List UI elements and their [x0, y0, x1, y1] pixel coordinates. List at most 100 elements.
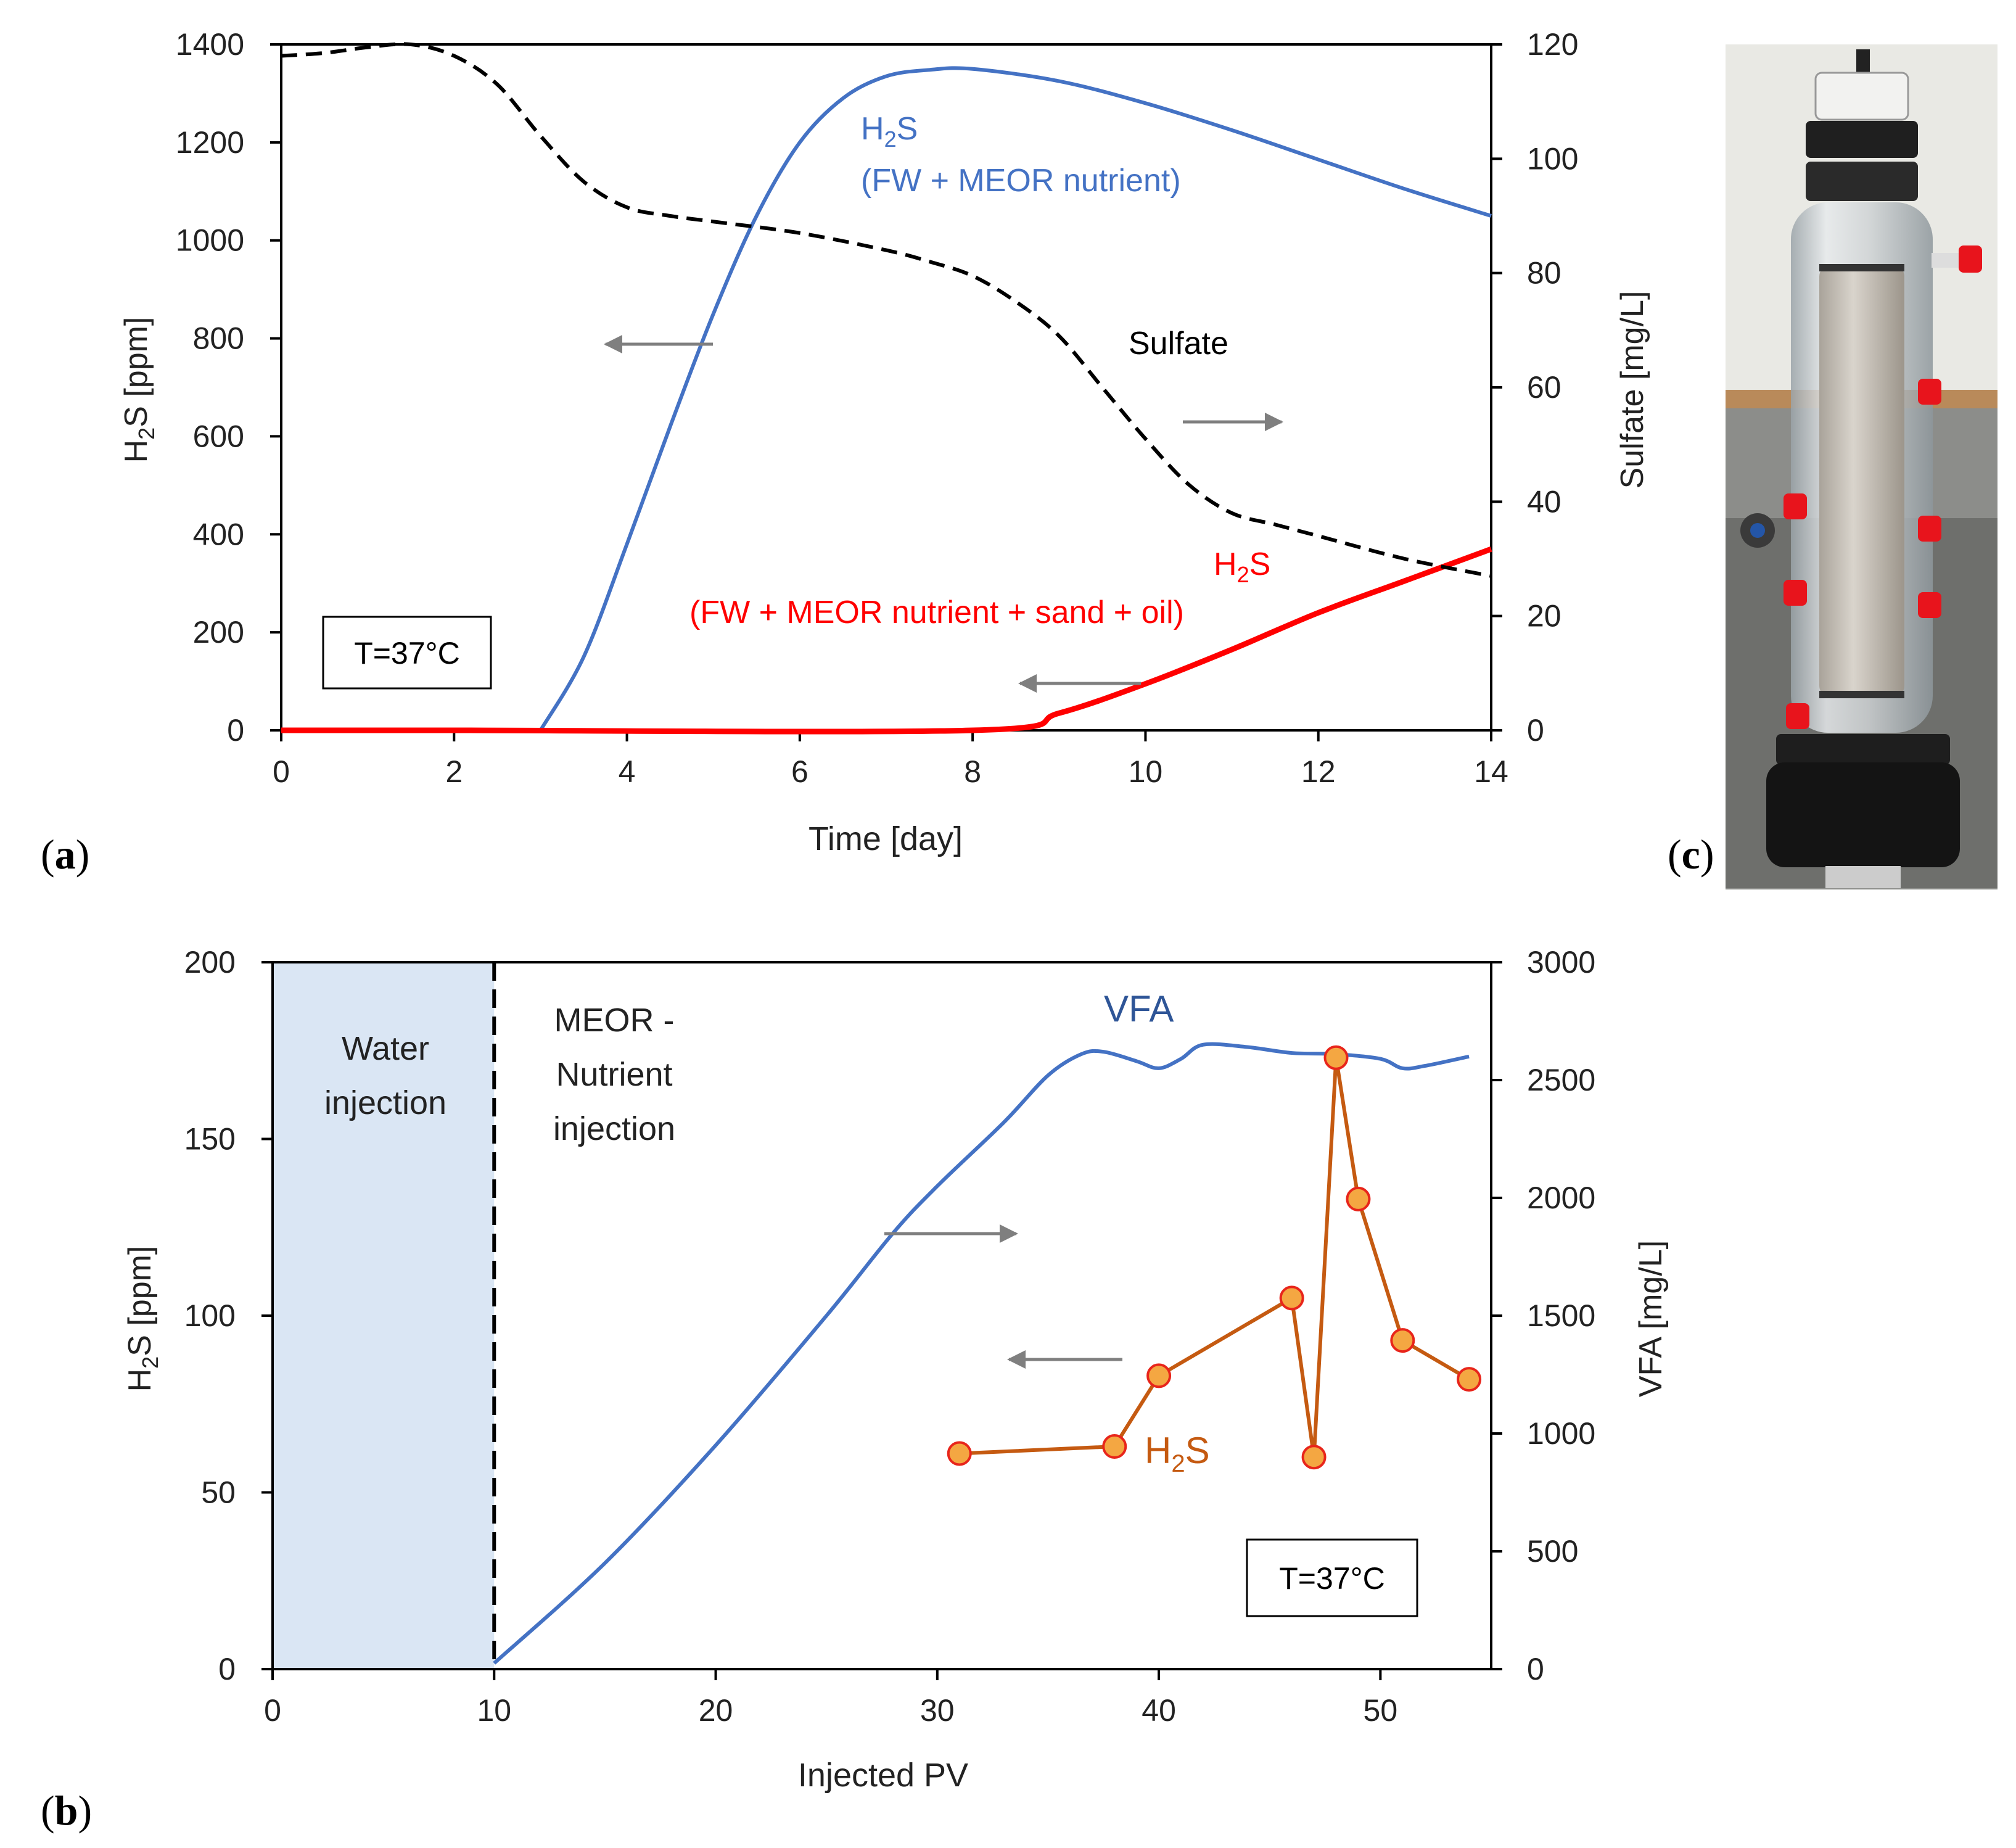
y-right-tick-label: 0 [1527, 713, 1544, 748]
red-port-icon [1784, 580, 1807, 606]
y-right-axis-ticks: 0 500 1000 1500 2000 2500 3000 [1491, 945, 1595, 1686]
y-right-tick-label: 0 [1527, 1652, 1544, 1686]
y-left-tick-label: 100 [184, 1298, 236, 1333]
temperature-label: T=37°C [1279, 1561, 1384, 1596]
x-tick-label: 40 [1142, 1693, 1176, 1728]
data-point [1346, 1186, 1371, 1211]
water-injection-region [274, 963, 495, 1668]
x-tick-label: 6 [791, 754, 808, 789]
red-port-icon [1918, 516, 1941, 542]
temperature-label: T=37°C [354, 636, 459, 670]
series-line-1 [959, 1055, 1470, 1459]
valve-knob-icon [1750, 523, 1765, 538]
x-tick-label: 0 [273, 754, 290, 789]
x-tick-label: 50 [1364, 1693, 1398, 1728]
y-left-tick-label: 400 [193, 517, 244, 551]
red-port-icon [1784, 493, 1807, 519]
vfa-series-label: VFA [1104, 988, 1174, 1029]
y-right-tick-label: 1000 [1527, 1416, 1595, 1451]
y-right-tick-label: 60 [1527, 370, 1561, 405]
top-cap [1814, 72, 1909, 121]
temperature-box [322, 616, 492, 690]
red-port-icon [1786, 703, 1809, 729]
x-tick-label: 8 [964, 754, 981, 789]
data-point [1457, 1367, 1482, 1392]
y-right-axis-ticks: 0 20 40 60 80 100 120 [1491, 27, 1578, 748]
y-left-tick-label: 200 [193, 615, 244, 650]
region-meor-line2: Nutrient [556, 1056, 672, 1093]
x-tick-label: 10 [1129, 754, 1163, 789]
y-left-tick-label: 800 [193, 321, 244, 356]
chart-b: 0 10 20 30 40 50 0 50 100 150 200 0 500 1000 1500 200… [41, 945, 1669, 1834]
y-left-axis-ticks: 0 50 100 150 200 [184, 945, 273, 1686]
series-group [493, 1042, 1482, 1665]
y-left-tick-label: 150 [184, 1122, 236, 1157]
x-axis-ticks: 0 2 4 6 8 10 12 14 [273, 730, 1508, 789]
panel-label-a: (a) [41, 831, 89, 878]
y-left-tick-label: 1200 [176, 125, 244, 160]
top-cable [1856, 49, 1870, 75]
y-right-tick-label: 2500 [1527, 1063, 1595, 1097]
sand-column [1819, 265, 1904, 697]
base-holder [1766, 762, 1960, 867]
y-right-tick-label: 40 [1527, 484, 1561, 519]
data-point [1323, 1045, 1349, 1070]
y-left-axis-title: H2S [ppm] [118, 317, 159, 463]
x-tick-label: 0 [264, 1693, 281, 1728]
column-top-ring [1819, 264, 1904, 271]
y-right-tick-label: 20 [1527, 599, 1561, 633]
region-water-line1: Water [342, 1030, 429, 1067]
y-right-tick-label: 3000 [1527, 945, 1595, 980]
series-line-0 [538, 66, 1492, 732]
blue-series-label-line2: (FW + MEOR nutrient) [861, 163, 1181, 199]
upper-flange-2 [1806, 162, 1918, 201]
data-point [1279, 1285, 1304, 1311]
y-left-tick-label: 1000 [176, 223, 244, 258]
series-group [281, 42, 1492, 735]
y-left-tick-label: 0 [218, 1652, 236, 1686]
series-line-1 [281, 546, 1492, 735]
data-point [1146, 1363, 1172, 1388]
y-right-axis-title: Sulfate [mg/L] [1615, 291, 1650, 489]
data-point [1390, 1328, 1415, 1353]
region-meor-line3: injection [553, 1110, 675, 1147]
x-tick-label: 10 [477, 1693, 511, 1728]
x-axis-title: Injected PV [798, 1757, 968, 1794]
red-port-icon [1959, 245, 1982, 273]
panel-label-c: (c) [1668, 831, 1714, 878]
red-series-label: H2S [1214, 547, 1270, 587]
temperature-box [1246, 1538, 1418, 1617]
column-bottom-ring [1819, 691, 1904, 698]
x-tick-label: 12 [1301, 754, 1336, 789]
data-point [947, 1441, 972, 1466]
x-axis-ticks: 0 10 20 30 40 50 [264, 1669, 1397, 1728]
red-port-icon [1918, 379, 1941, 405]
y-right-tick-label: 120 [1527, 27, 1578, 62]
y-left-tick-label: 600 [193, 419, 244, 453]
x-tick-label: 4 [619, 754, 636, 789]
chart-a: 0 2 4 6 8 10 12 14 0 200 400 600 800 1000 1200 1400 0 2… [41, 27, 1650, 878]
y-left-axis-ticks: 0 200 400 600 800 1000 1200 1400 [176, 27, 281, 748]
y-right-tick-label: 100 [1527, 141, 1578, 176]
y-right-tick-label: 80 [1527, 256, 1561, 291]
region-meor-line1: MEOR - [554, 1002, 675, 1039]
x-tick-label: 14 [1474, 754, 1508, 789]
data-point [1301, 1445, 1327, 1470]
y-left-tick-label: 1400 [176, 27, 244, 62]
x-tick-label: 20 [699, 1693, 733, 1728]
blue-series-label: H2S [861, 111, 918, 152]
y-right-tick-label: 500 [1527, 1534, 1578, 1569]
base-outlet [1825, 866, 1901, 888]
h2s-series-label: H2S [1145, 1430, 1210, 1477]
red-series-label-line2: (FW + MEOR nutrient + sand + oil) [689, 595, 1184, 630]
y-left-tick-label: 0 [227, 713, 244, 748]
x-tick-label: 30 [920, 1693, 955, 1728]
y-right-tick-label: 1500 [1527, 1298, 1595, 1333]
series-line-2 [281, 42, 1492, 578]
region-water-line2: injection [324, 1084, 446, 1121]
panel-label-b: (b) [41, 1787, 92, 1834]
y-left-axis-title: H2S [ppm] [122, 1246, 163, 1392]
y-left-tick-label: 50 [201, 1475, 236, 1510]
base-flange [1776, 734, 1950, 765]
y-right-axis-title: VFA [mg/L] [1633, 1240, 1669, 1397]
